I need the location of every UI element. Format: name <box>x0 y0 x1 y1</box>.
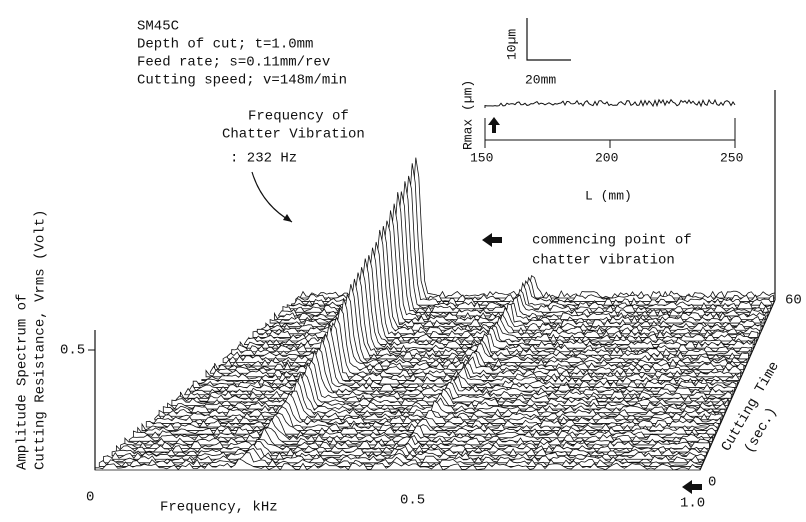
material: SM45C <box>137 19 179 35</box>
inset-tick-label: 150 <box>470 150 493 165</box>
y-tick-label: 0.5 <box>60 343 85 359</box>
x-tick-label: 0.5 <box>400 493 425 509</box>
y-label: Cutting Resistance, Vrms (Volt) <box>33 210 49 470</box>
scale-label: 10µm <box>504 29 519 60</box>
annotation: : 232 Hz <box>230 151 297 167</box>
annotation-arrowhead <box>283 214 292 222</box>
x-label: Frequency, kHz <box>160 500 278 516</box>
condition: Cutting speed; v=148m/min <box>137 73 347 89</box>
inset-tick-label: 200 <box>595 150 618 165</box>
annotation-arrow <box>251 171 293 223</box>
x-tick-label: 1.0 <box>680 496 705 512</box>
inset-y-label: Rmax (µm) <box>460 80 475 150</box>
condition: Feed rate; s=0.11mm/rev <box>137 55 330 71</box>
note: chatter vibration <box>532 253 675 269</box>
inset-tick-label: 250 <box>720 150 743 165</box>
annotation: Chatter Vibration <box>222 127 365 143</box>
time-tick-label: 0 <box>708 475 716 491</box>
spectrum-trace <box>94 458 701 471</box>
inset-frame <box>484 118 736 141</box>
scale-label: 20mm <box>525 72 556 87</box>
y-label: Amplitude Spectrum of <box>15 294 31 470</box>
inset-x-label: L (mm) <box>585 188 632 203</box>
arrow <box>682 480 702 494</box>
arrow <box>482 233 502 247</box>
time-axis-line <box>699 299 776 471</box>
waterfall <box>94 157 776 471</box>
spectrum-trace <box>120 426 710 450</box>
arrow <box>488 117 500 133</box>
spectrum-trace <box>98 452 703 467</box>
annotation: Frequency of <box>248 109 349 125</box>
scale-bar <box>526 18 571 61</box>
x-tick-label: 0 <box>86 490 94 506</box>
spectrum-trace <box>103 447 704 464</box>
condition: Depth of cut; t=1.0mm <box>137 37 313 53</box>
rmax-trace <box>484 98 736 108</box>
note: commencing point of <box>532 233 692 249</box>
time-tick-label: 60 <box>785 293 802 309</box>
